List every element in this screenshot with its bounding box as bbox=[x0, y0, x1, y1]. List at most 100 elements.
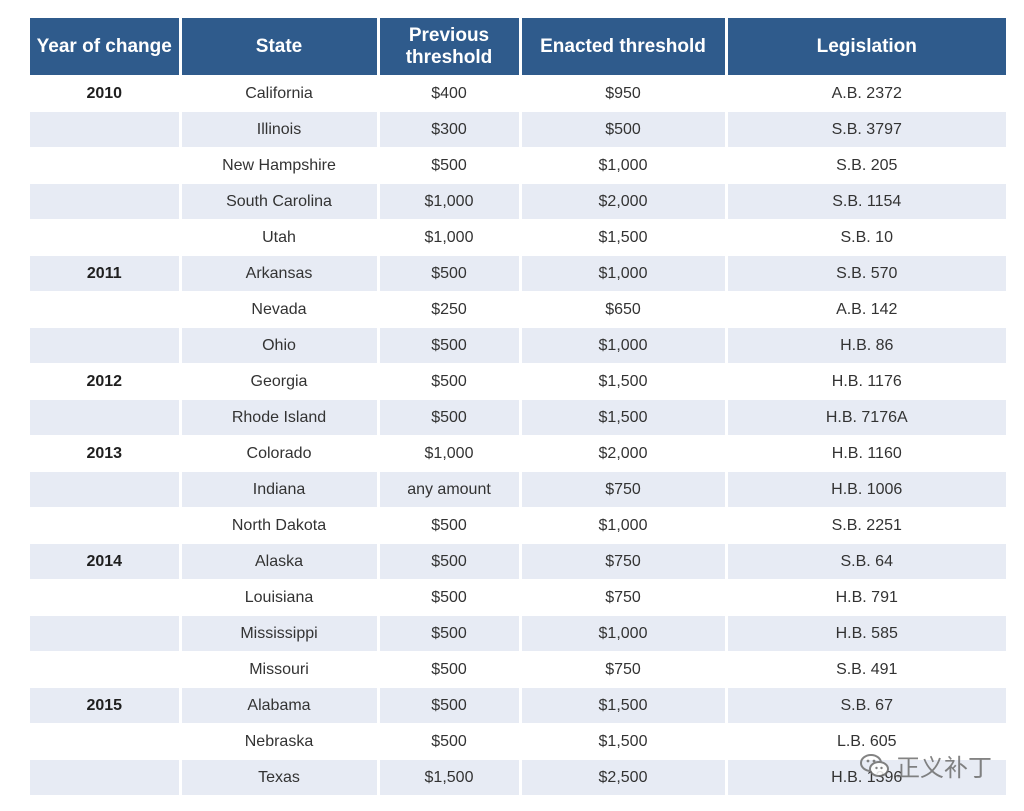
cell-enacted-threshold: $1,500 bbox=[518, 687, 726, 724]
cell-enacted-threshold: $750 bbox=[518, 579, 726, 616]
cell-state: Ohio bbox=[178, 327, 378, 364]
cell-year: 2015 bbox=[30, 687, 180, 724]
cell-previous-threshold: $500 bbox=[376, 363, 520, 400]
cell-state: Colorado bbox=[178, 435, 378, 472]
cell-legislation: H.B. 585 bbox=[724, 615, 1006, 652]
cell-enacted-threshold: $750 bbox=[518, 471, 726, 508]
cell-legislation: S.B. 10 bbox=[724, 219, 1006, 256]
cell-enacted-threshold: $1,000 bbox=[518, 147, 726, 184]
cell-year: 2013 bbox=[30, 435, 180, 472]
cell-legislation: S.B. 67 bbox=[724, 687, 1006, 724]
cell-enacted-threshold: $1,500 bbox=[518, 399, 726, 436]
cell-enacted-threshold: $1,500 bbox=[518, 219, 726, 256]
cell-previous-threshold: $500 bbox=[376, 651, 520, 688]
cell-year bbox=[30, 219, 180, 256]
cell-state: California bbox=[178, 75, 378, 112]
cell-legislation: S.B. 205 bbox=[724, 147, 1006, 184]
table-row: Nebraska $500 $1,500 L.B. 605 bbox=[30, 723, 1006, 760]
threshold-table: Year of change State Previous threshold … bbox=[30, 18, 1006, 795]
cell-state: Nebraska bbox=[178, 723, 378, 760]
table-row: Missouri $500 $750 S.B. 491 bbox=[30, 651, 1006, 688]
cell-enacted-threshold: $750 bbox=[518, 651, 726, 688]
cell-year bbox=[30, 399, 180, 436]
table-row: Mississippi $500 $1,000 H.B. 585 bbox=[30, 615, 1006, 652]
cell-year bbox=[30, 579, 180, 616]
table-row: 2011 Arkansas $500 $1,000 S.B. 570 bbox=[30, 255, 1006, 292]
cell-previous-threshold: $250 bbox=[376, 291, 520, 328]
cell-year bbox=[30, 507, 180, 544]
cell-enacted-threshold: $1,000 bbox=[518, 615, 726, 652]
cell-year bbox=[30, 111, 180, 148]
cell-enacted-threshold: $750 bbox=[518, 543, 726, 580]
cell-enacted-threshold: $1,000 bbox=[518, 507, 726, 544]
cell-enacted-threshold: $1,000 bbox=[518, 255, 726, 292]
table-header-row: Year of change State Previous threshold … bbox=[30, 18, 1006, 76]
cell-state: Rhode Island bbox=[178, 399, 378, 436]
table-row: 2012 Georgia $500 $1,500 H.B. 1176 bbox=[30, 363, 1006, 400]
cell-year bbox=[30, 723, 180, 760]
table-row: 2014 Alaska $500 $750 S.B. 64 bbox=[30, 543, 1006, 580]
cell-enacted-threshold: $1,500 bbox=[518, 723, 726, 760]
cell-legislation: S.B. 1154 bbox=[724, 183, 1006, 220]
cell-enacted-threshold: $2,000 bbox=[518, 183, 726, 220]
cell-legislation: H.B. 86 bbox=[724, 327, 1006, 364]
cell-enacted-threshold: $2,000 bbox=[518, 435, 726, 472]
table-body: 2010 California $400 $950 A.B. 2372 Illinois $… bbox=[30, 75, 1006, 795]
cell-previous-threshold: $500 bbox=[376, 147, 520, 184]
table-row: Louisiana $500 $750 H.B. 791 bbox=[30, 579, 1006, 616]
cell-previous-threshold: $500 bbox=[376, 543, 520, 580]
cell-year bbox=[30, 471, 180, 508]
cell-enacted-threshold: $1,500 bbox=[518, 363, 726, 400]
table-row: North Dakota $500 $1,000 S.B. 2251 bbox=[30, 507, 1006, 544]
cell-state: Alaska bbox=[178, 543, 378, 580]
cell-previous-threshold: any amount bbox=[376, 471, 520, 508]
cell-legislation: H.B. 1006 bbox=[724, 471, 1006, 508]
cell-legislation: S.B. 64 bbox=[724, 543, 1006, 580]
cell-state: Mississippi bbox=[178, 615, 378, 652]
cell-previous-threshold: $1,000 bbox=[376, 219, 520, 256]
table-row: Utah $1,000 $1,500 S.B. 10 bbox=[30, 219, 1006, 256]
table-row: New Hampshire $500 $1,000 S.B. 205 bbox=[30, 147, 1006, 184]
header-legislation: Legislation bbox=[724, 18, 1006, 76]
cell-year bbox=[30, 651, 180, 688]
cell-state: Georgia bbox=[178, 363, 378, 400]
table-row: Illinois $300 $500 S.B. 3797 bbox=[30, 111, 1006, 148]
table-row: Texas $1,500 $2,500 H.B. 1396 bbox=[30, 759, 1006, 795]
cell-enacted-threshold: $650 bbox=[518, 291, 726, 328]
cell-legislation: S.B. 2251 bbox=[724, 507, 1006, 544]
cell-previous-threshold: $500 bbox=[376, 579, 520, 616]
cell-state: Illinois bbox=[178, 111, 378, 148]
cell-state: Arkansas bbox=[178, 255, 378, 292]
cell-legislation: H.B. 1160 bbox=[724, 435, 1006, 472]
cell-previous-threshold: $1,500 bbox=[376, 759, 520, 795]
threshold-table-container: Year of change State Previous threshold … bbox=[30, 18, 1006, 795]
cell-previous-threshold: $500 bbox=[376, 723, 520, 760]
cell-enacted-threshold: $500 bbox=[518, 111, 726, 148]
cell-previous-threshold: $500 bbox=[376, 255, 520, 292]
cell-previous-threshold: $400 bbox=[376, 75, 520, 112]
cell-year bbox=[30, 147, 180, 184]
cell-previous-threshold: $300 bbox=[376, 111, 520, 148]
cell-enacted-threshold: $950 bbox=[518, 75, 726, 112]
table-row: 2015 Alabama $500 $1,500 S.B. 67 bbox=[30, 687, 1006, 724]
cell-year bbox=[30, 183, 180, 220]
cell-state: Utah bbox=[178, 219, 378, 256]
cell-legislation: A.B. 2372 bbox=[724, 75, 1006, 112]
cell-state: Nevada bbox=[178, 291, 378, 328]
cell-previous-threshold: $1,000 bbox=[376, 435, 520, 472]
cell-year bbox=[30, 327, 180, 364]
cell-legislation: H.B. 7176A bbox=[724, 399, 1006, 436]
cell-state: Louisiana bbox=[178, 579, 378, 616]
cell-year bbox=[30, 759, 180, 795]
cell-previous-threshold: $500 bbox=[376, 507, 520, 544]
cell-year bbox=[30, 291, 180, 328]
cell-previous-threshold: $500 bbox=[376, 327, 520, 364]
table-row: Nevada $250 $650 A.B. 142 bbox=[30, 291, 1006, 328]
cell-legislation: H.B. 1176 bbox=[724, 363, 1006, 400]
cell-legislation: S.B. 570 bbox=[724, 255, 1006, 292]
table-row: South Carolina $1,000 $2,000 S.B. 1154 bbox=[30, 183, 1006, 220]
cell-state: South Carolina bbox=[178, 183, 378, 220]
cell-legislation: H.B. 791 bbox=[724, 579, 1006, 616]
cell-year: 2011 bbox=[30, 255, 180, 292]
cell-state: Missouri bbox=[178, 651, 378, 688]
